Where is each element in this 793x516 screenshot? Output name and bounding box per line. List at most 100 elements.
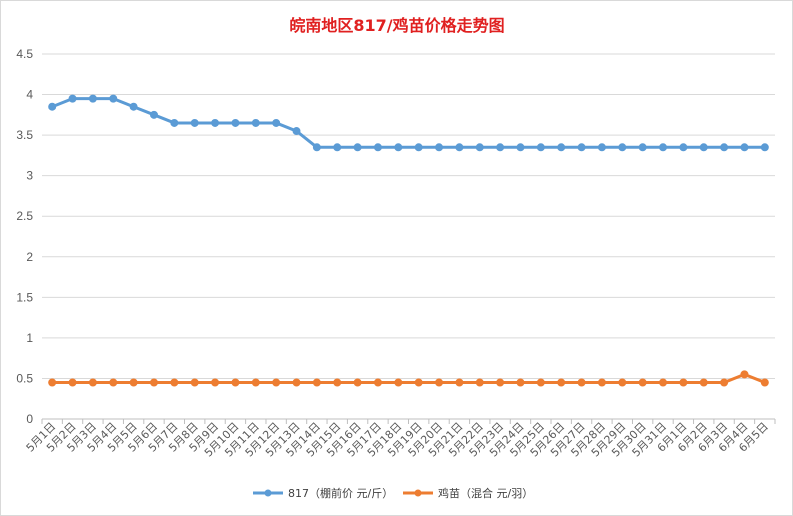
y-tick-label: 4 bbox=[26, 88, 33, 102]
data-point bbox=[170, 378, 179, 387]
data-point bbox=[516, 378, 525, 387]
data-point bbox=[373, 143, 382, 152]
y-tick-label: 0 bbox=[26, 412, 33, 426]
legend-label: 鸡苗（混合 元/羽） bbox=[438, 486, 533, 500]
legend-item: 817（棚前价 元/斤） bbox=[253, 486, 393, 500]
data-point bbox=[455, 143, 464, 152]
data-point bbox=[720, 378, 729, 387]
data-point bbox=[760, 378, 769, 387]
data-point bbox=[149, 378, 158, 387]
data-point bbox=[760, 143, 769, 152]
data-point bbox=[455, 378, 464, 387]
data-point bbox=[435, 143, 444, 152]
gridlines bbox=[42, 53, 775, 379]
data-point bbox=[373, 378, 382, 387]
data-point bbox=[679, 378, 688, 387]
data-point bbox=[475, 378, 484, 387]
data-point bbox=[109, 378, 118, 387]
data-point bbox=[353, 143, 362, 152]
data-point bbox=[272, 378, 281, 387]
data-point bbox=[618, 378, 627, 387]
x-axis bbox=[41, 418, 776, 424]
data-point bbox=[251, 378, 260, 387]
y-tick-label: 4.5 bbox=[16, 47, 33, 61]
data-point bbox=[312, 378, 321, 387]
y-tick-label: 2 bbox=[26, 250, 33, 264]
data-point bbox=[638, 143, 647, 152]
data-point bbox=[679, 143, 688, 152]
data-point bbox=[659, 378, 668, 387]
data-point bbox=[536, 378, 545, 387]
data-point bbox=[211, 118, 220, 127]
data-point bbox=[496, 378, 505, 387]
chart-title: 皖南地区817/鸡苗价格走势图 bbox=[289, 16, 504, 35]
series-1 bbox=[48, 94, 769, 152]
y-axis-ticks: 0 0.5 1 1.5 2 2.5 3 3.5 4 4.5 bbox=[16, 47, 33, 426]
data-point bbox=[414, 378, 423, 387]
data-point bbox=[699, 378, 708, 387]
data-point bbox=[699, 143, 708, 152]
legend: 817（棚前价 元/斤） 鸡苗（混合 元/羽） bbox=[253, 486, 533, 500]
data-point bbox=[129, 378, 138, 387]
legend-swatch-marker bbox=[414, 489, 422, 497]
data-point bbox=[557, 143, 566, 152]
y-tick-label: 1.5 bbox=[16, 290, 33, 304]
legend-label: 817（棚前价 元/斤） bbox=[288, 486, 393, 500]
data-point bbox=[597, 378, 606, 387]
series-line bbox=[50, 97, 767, 149]
data-point bbox=[577, 143, 586, 152]
data-point bbox=[312, 143, 321, 152]
data-point bbox=[190, 378, 199, 387]
data-point bbox=[88, 378, 97, 387]
data-point bbox=[496, 143, 505, 152]
data-point bbox=[638, 378, 647, 387]
data-point bbox=[48, 102, 57, 111]
data-point bbox=[597, 143, 606, 152]
data-point bbox=[68, 94, 77, 103]
y-tick-label: 3.5 bbox=[16, 128, 33, 142]
data-point bbox=[333, 378, 342, 387]
y-tick-label: 0.5 bbox=[16, 371, 33, 385]
data-point bbox=[231, 378, 240, 387]
data-point bbox=[170, 118, 179, 127]
data-point bbox=[292, 378, 301, 387]
data-point bbox=[129, 102, 138, 111]
data-point bbox=[88, 94, 97, 103]
data-point bbox=[618, 143, 627, 152]
data-point bbox=[251, 118, 260, 127]
data-point bbox=[577, 378, 586, 387]
x-axis-ticks: 5月1日5月2日5月3日5月4日5月5日5月6日5月7日5月8日5月9日5月10… bbox=[24, 420, 771, 460]
data-point bbox=[231, 118, 240, 127]
legend-swatch-marker bbox=[264, 489, 272, 497]
data-point bbox=[149, 110, 158, 119]
data-point bbox=[333, 143, 342, 152]
data-point bbox=[516, 143, 525, 152]
data-point bbox=[68, 378, 77, 387]
data-point bbox=[211, 378, 220, 387]
data-point bbox=[109, 94, 118, 103]
data-point bbox=[292, 127, 301, 136]
data-point bbox=[394, 143, 403, 152]
data-point bbox=[659, 143, 668, 152]
data-point bbox=[475, 143, 484, 152]
data-point bbox=[190, 118, 199, 127]
data-point bbox=[48, 378, 57, 387]
data-point bbox=[740, 143, 749, 152]
data-point bbox=[720, 143, 729, 152]
data-point bbox=[740, 370, 749, 379]
data-point bbox=[536, 143, 545, 152]
data-point bbox=[272, 118, 281, 127]
data-point bbox=[394, 378, 403, 387]
legend-item: 鸡苗（混合 元/羽） bbox=[403, 486, 533, 500]
plot-area bbox=[48, 94, 769, 387]
data-point bbox=[414, 143, 423, 152]
series-2 bbox=[48, 370, 769, 387]
y-tick-label: 1 bbox=[26, 331, 33, 345]
data-point bbox=[557, 378, 566, 387]
y-tick-label: 2.5 bbox=[16, 209, 33, 223]
data-point bbox=[353, 378, 362, 387]
data-point bbox=[435, 378, 444, 387]
y-tick-label: 3 bbox=[26, 169, 33, 183]
